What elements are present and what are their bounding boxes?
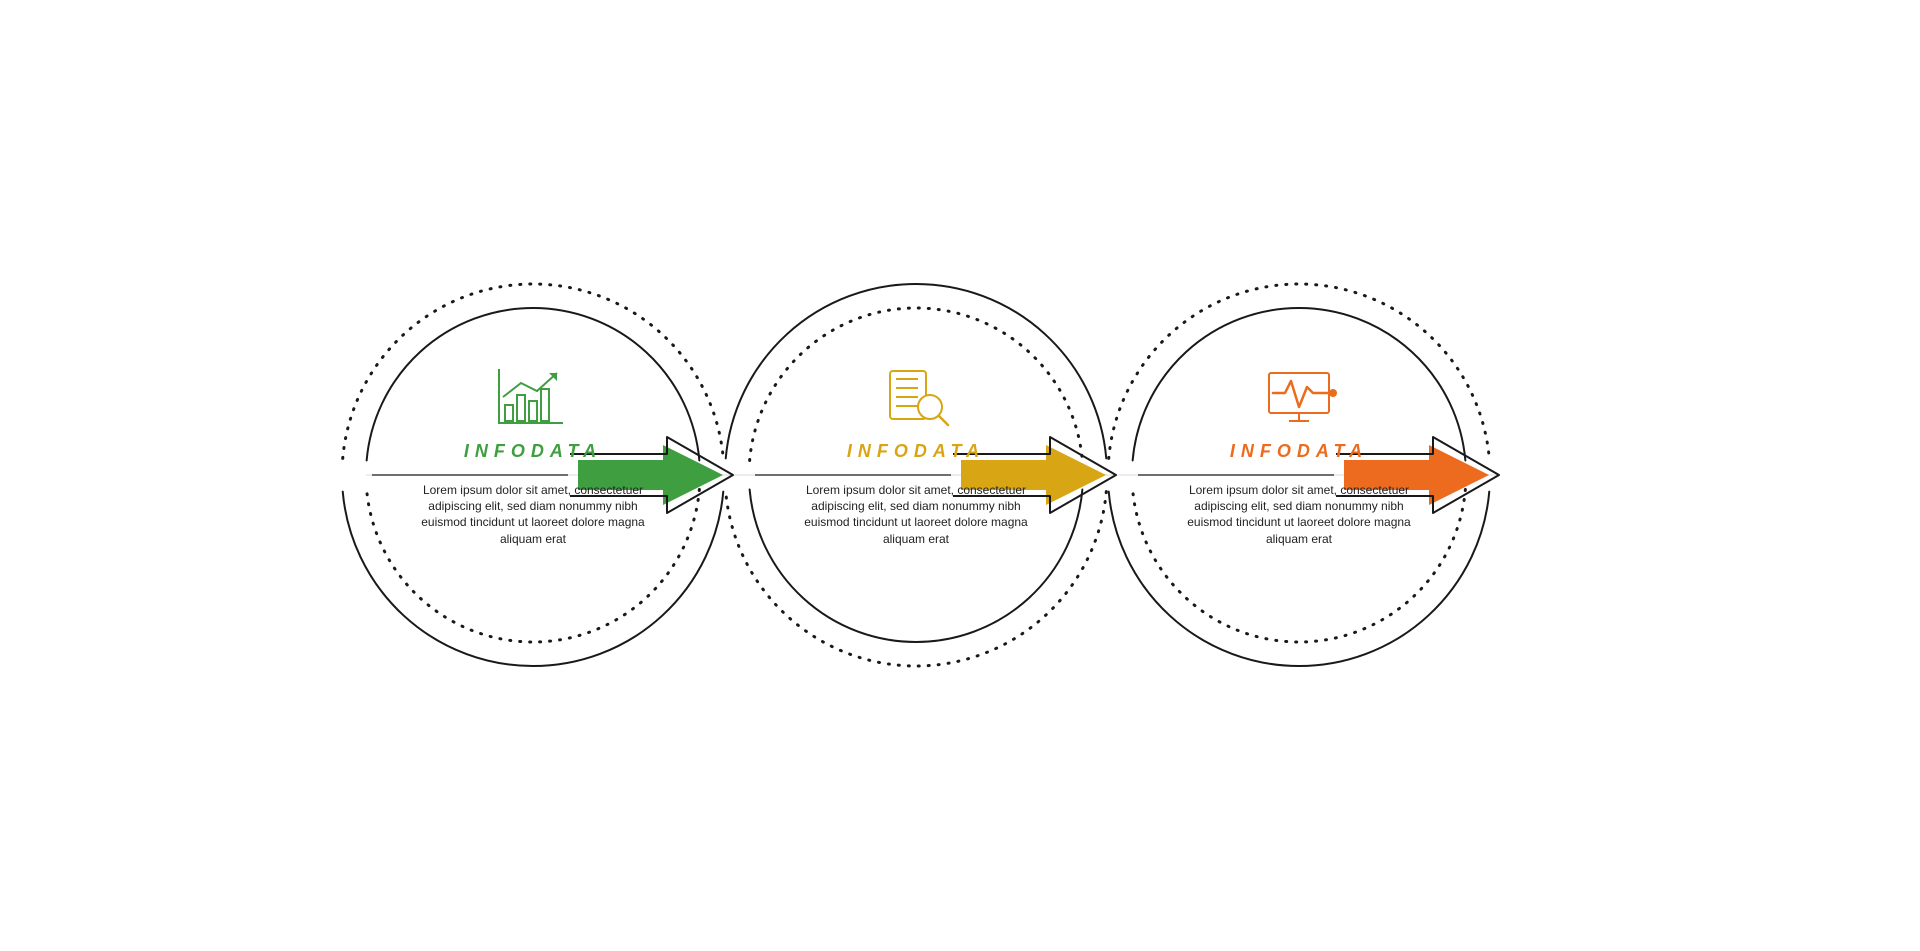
monitor-pulse-icon [1269,373,1337,421]
step-1: INFODATA Lorem ipsum dolor sit amet, cons… [393,433,673,547]
step-body: Lorem ipsum dolor sit amet, consectetuer… [1159,482,1439,547]
step-3: INFODATA Lorem ipsum dolor sit amet, cons… [1159,433,1439,547]
step-2: INFODATA Lorem ipsum dolor sit amet, cons… [776,433,1056,547]
step-body: Lorem ipsum dolor sit amet, consectetuer… [776,482,1056,547]
step-title: INFODATA [1159,441,1439,462]
doc-search-icon [890,371,948,425]
step-title: INFODATA [776,441,1056,462]
step-title: INFODATA [393,441,673,462]
step-body: Lorem ipsum dolor sit amet, consectetuer… [393,482,673,547]
infographic-stage: INFODATA Lorem ipsum dolor sit amet, cons… [0,0,1920,951]
bar-chart-icon [499,369,563,423]
